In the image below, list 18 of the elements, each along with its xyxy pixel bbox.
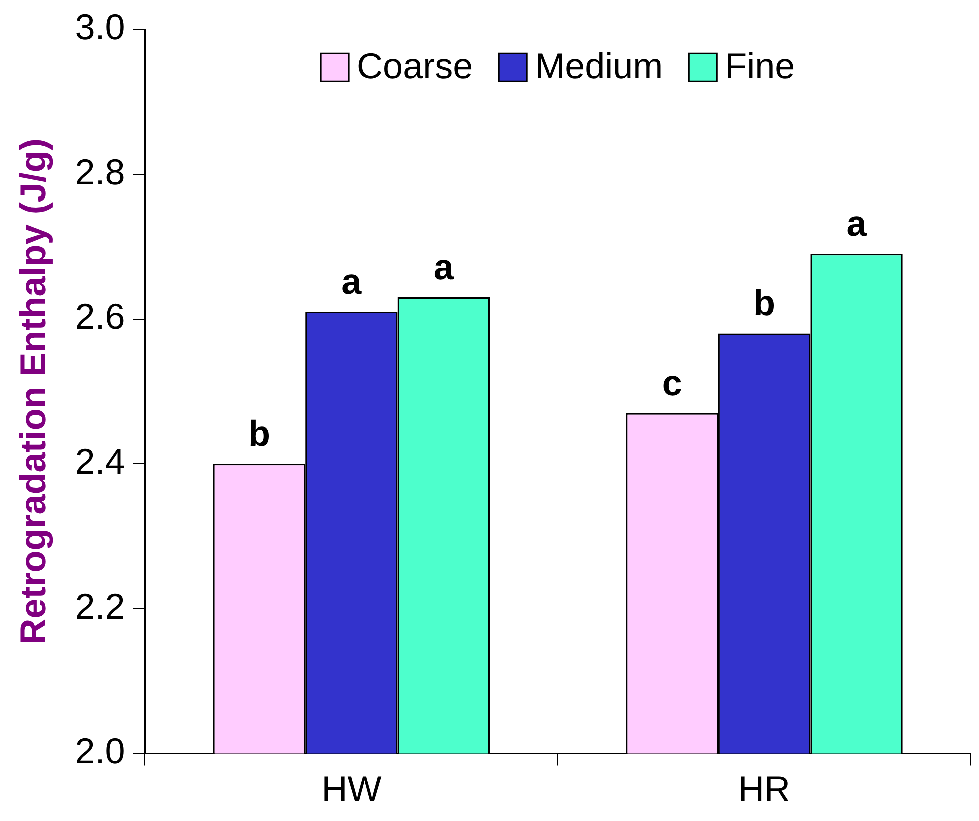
y-tick-label: 2.0 bbox=[75, 730, 126, 772]
x-tick-label: HW bbox=[322, 768, 382, 810]
y-tick-label: 3.0 bbox=[75, 6, 126, 48]
y-tick-label: 2.4 bbox=[75, 441, 126, 482]
data-label: c bbox=[662, 362, 682, 404]
legend-label: Fine bbox=[725, 46, 796, 87]
legend-label: Medium bbox=[535, 46, 664, 87]
y-tick-label: 2.8 bbox=[75, 151, 126, 192]
data-label: a bbox=[342, 260, 363, 302]
data-label: a bbox=[434, 246, 455, 288]
data-label: b bbox=[754, 282, 776, 324]
legend-label: Coarse bbox=[357, 46, 474, 87]
y-tick-label: 2.2 bbox=[75, 586, 126, 627]
data-label: a bbox=[846, 203, 868, 244]
data-label: b bbox=[248, 413, 270, 454]
y-tick-label: 2.6 bbox=[75, 296, 126, 338]
y-axis-title: Retrogradation Enthalpy (J/g) bbox=[12, 138, 54, 645]
x-tick-label: HR bbox=[738, 768, 791, 810]
